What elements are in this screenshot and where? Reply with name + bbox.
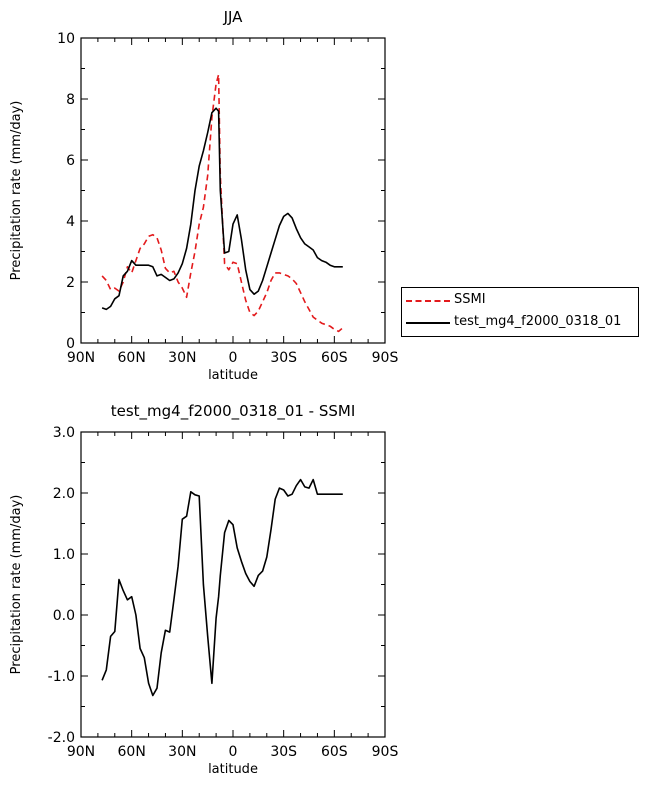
bottom-panel: test_mg4_f2000_0318_01 - SSMI 90N 60N 30N 0 3… xyxy=(9,402,398,777)
y-tick-label: -2.0 xyxy=(48,730,75,746)
series-line-0 xyxy=(101,73,344,333)
chart-title: test_mg4_f2000_0318_01 - SSMI xyxy=(111,402,356,421)
y-tick-label: 1.0 xyxy=(53,547,75,563)
x-tick-label: 30N xyxy=(168,744,196,760)
x-tick-label: 60N xyxy=(118,350,146,366)
y-tick-label: 8 xyxy=(66,92,75,108)
x-tick-label: 30N xyxy=(168,350,196,366)
x-tick-label: 90N xyxy=(67,744,95,760)
legend-swatch-ssmi xyxy=(406,300,450,302)
x-tick-label: 60N xyxy=(118,744,146,760)
legend-swatch-model xyxy=(406,322,450,324)
x-tick-label: 90S xyxy=(372,744,399,760)
x-tick-label: 60S xyxy=(321,350,348,366)
y-tick-label: -1.0 xyxy=(48,669,75,685)
x-tick-label: 0 xyxy=(229,350,238,366)
legend-label-ssmi: SSMI xyxy=(454,292,486,307)
y-axis-label: Precipitation rate (mm/day) xyxy=(9,495,24,675)
y-tick-label: 3.0 xyxy=(53,425,75,441)
top-panel: JJA 90N 60N 30N 0 30S 60S 90S 0 2 4 6 8 10 latitude Pre… xyxy=(9,8,398,383)
series-line-1 xyxy=(101,107,343,311)
y-tick-label: 10 xyxy=(57,31,75,47)
x-tick-label: 90S xyxy=(372,350,399,366)
plot-frame xyxy=(80,37,386,344)
legend-item-model: test_mg4_f2000_0318_01 xyxy=(402,313,638,333)
chart-title: JJA xyxy=(223,8,244,26)
y-axis-label: Precipitation rate (mm/day) xyxy=(9,101,24,281)
plot-frame xyxy=(80,431,386,738)
legend-item-ssmi: SSMI xyxy=(402,291,638,311)
y-tick-label: 0 xyxy=(66,336,75,352)
y-tick-label: 4 xyxy=(66,214,75,230)
x-tick-label: 0 xyxy=(229,744,238,760)
y-tick-label: 2 xyxy=(66,275,75,291)
x-axis-label: latitude xyxy=(208,368,258,383)
y-tick-label: 0.0 xyxy=(53,608,75,624)
x-tick-label: 60S xyxy=(321,744,348,760)
series-line-0 xyxy=(101,478,343,697)
legend-label-model: test_mg4_f2000_0318_01 xyxy=(454,314,622,329)
y-tick-label: 2.0 xyxy=(53,486,75,502)
legend: SSMI test_mg4_f2000_0318_01 xyxy=(401,287,639,337)
y-tick-label: 6 xyxy=(66,153,75,169)
x-tick-label: 30S xyxy=(270,744,297,760)
x-tick-label: 30S xyxy=(270,350,297,366)
x-axis-label: latitude xyxy=(208,762,258,777)
x-tick-label: 90N xyxy=(67,350,95,366)
